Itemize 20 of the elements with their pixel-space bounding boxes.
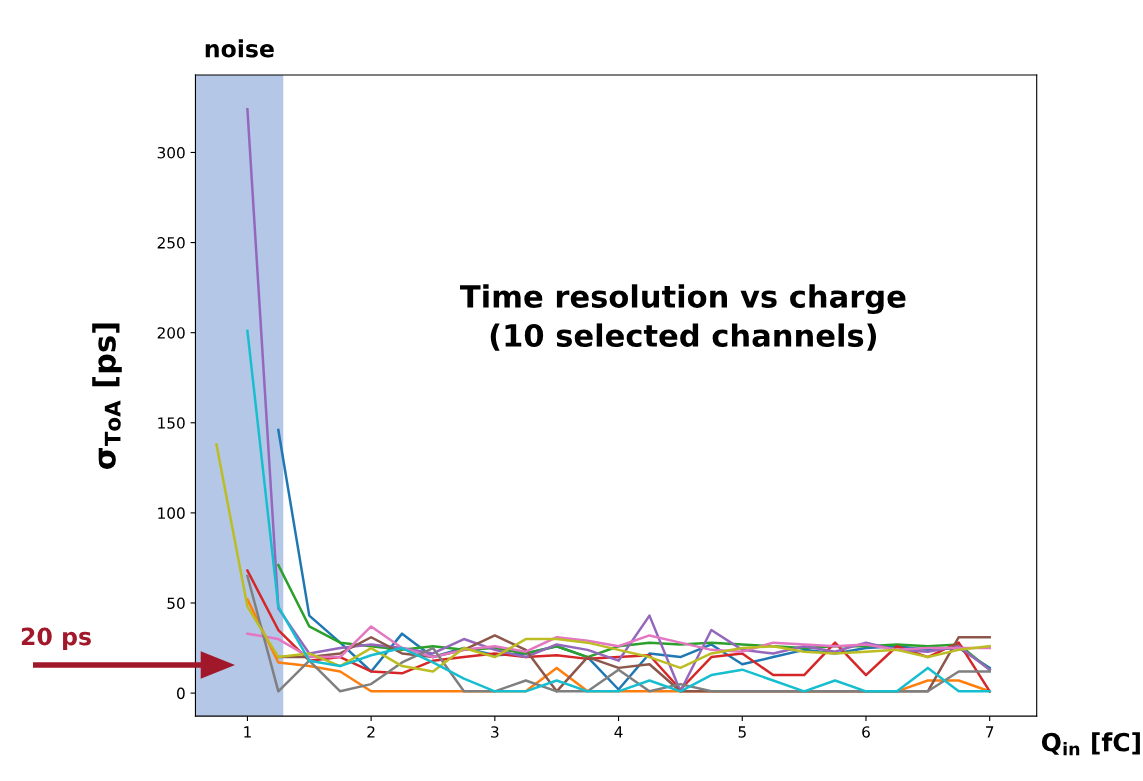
y-tick-label: 150: [158, 417, 185, 429]
text: Time resolution vs charge (10 selected channels): [459, 284, 906, 351]
band-label: noise: [205, 39, 274, 58]
x-tick-label: 2: [367, 726, 375, 738]
line-series: [215, 443, 991, 673]
x-tick-label: 5: [738, 726, 746, 738]
y-tick-label: 100: [158, 507, 185, 519]
text: 20 ps: [21, 627, 91, 650]
y-tick-label: 50: [167, 597, 185, 610]
x-tick-label: 4: [614, 726, 623, 738]
x-tick-label: 6: [862, 726, 870, 738]
x-tick-label: 7: [986, 726, 994, 738]
y-tick-label: 250: [157, 237, 185, 249]
x-axis-title: Q$_{in}$ [fC]: [1041, 732, 1140, 756]
y-axis-title: σ$_{ToA}$ [ps]: [92, 323, 122, 469]
y-tick-label: 300: [157, 146, 185, 159]
y-tick-label: 0: [177, 687, 185, 700]
x-tick-label: 1: [244, 726, 251, 738]
x-tick-label: 3: [491, 726, 499, 738]
y-tick-label: 200: [157, 327, 185, 339]
